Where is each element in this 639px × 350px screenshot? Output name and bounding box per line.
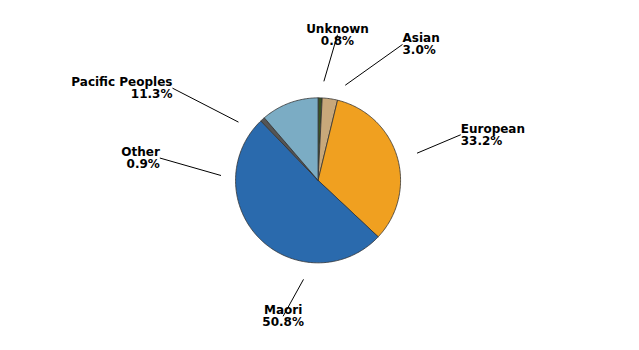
- svg-text:European33.2%: European33.2%: [461, 122, 525, 148]
- svg-text:Maori50.8%: Maori50.8%: [262, 303, 304, 329]
- svg-text:Asian3.0%: Asian3.0%: [403, 31, 440, 57]
- svg-text:Pacific Peoples11.3%: Pacific Peoples11.3%: [71, 75, 172, 101]
- svg-text:Other0.9%: Other0.9%: [121, 145, 160, 171]
- svg-text:Unknown0.8%: Unknown0.8%: [306, 22, 369, 48]
